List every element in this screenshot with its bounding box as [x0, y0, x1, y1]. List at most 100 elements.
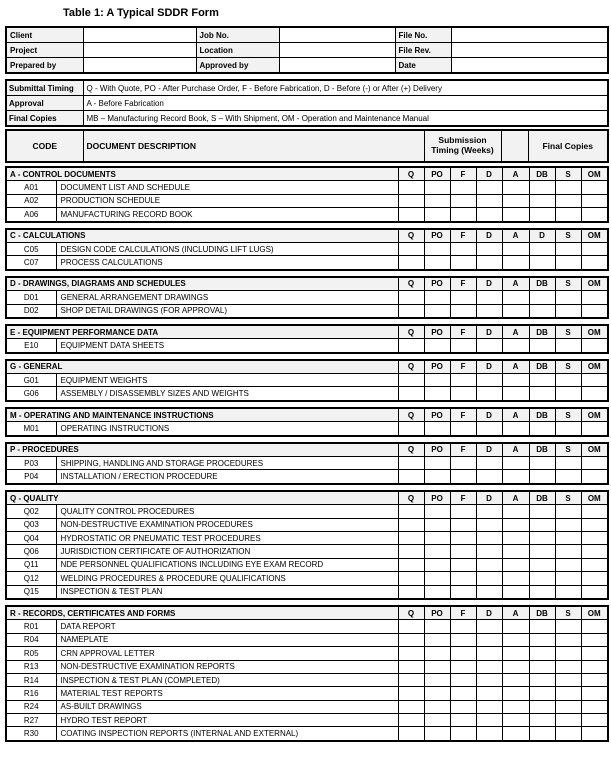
entry-cell-D01-2-F [449, 290, 477, 305]
entry-cell-P04-2-F [449, 469, 477, 485]
entry-cell-R13-6-S [554, 659, 582, 674]
doc-code: D02 [5, 303, 57, 319]
entry-cell-Q02-2-F [449, 504, 477, 519]
blank-group-header [500, 129, 529, 163]
doc-row-R13: R13 NON-DESTRUCTIVE EXAMINATION REPORTS [5, 659, 609, 674]
timing-col-header-R-4-A: A [501, 605, 530, 621]
entry-cell-R04-7-OM [580, 632, 609, 648]
entry-cell-A01-2-F [449, 180, 477, 195]
doc-row-Q03: Q03 NON-DESTRUCTIVE EXAMINATION PROCEDURE… [5, 517, 609, 532]
doc-description: WELDING PROCEDURES & PROCEDURE QUALIFICA… [55, 571, 399, 586]
timing-col-header-R-7-OM: OM [580, 605, 609, 621]
entry-cell-R01-3-D [475, 619, 503, 634]
entry-cell-R13-4-A [501, 659, 530, 674]
entry-cell-R24-3-D [475, 699, 503, 715]
entry-cell-G06-3-D [475, 386, 503, 402]
doc-code: P04 [5, 469, 57, 485]
entry-cell-G06-1-PO [423, 386, 451, 402]
entry-cell-D02-3-D [475, 303, 503, 319]
entry-cell-D02-1-PO [423, 303, 451, 319]
entry-cell-G06-6-S [554, 386, 582, 402]
timing-col-header-M-6-S: S [554, 407, 582, 423]
timing-col-header-A-0-Q: Q [397, 166, 425, 182]
entry-cell-G06-0-Q [397, 386, 425, 402]
timing-col-header-M-1-PO: PO [423, 407, 451, 423]
timing-col-header-E-0-Q: Q [397, 324, 425, 340]
section-table-Q: Q - QUALITY Q PO F D A DB S OM Q02 QUALITY CONTROL… [5, 489, 610, 600]
file-rev-value [450, 42, 609, 58]
entry-cell-M01-5-DB [528, 421, 556, 437]
entry-cell-P03-7-OM [580, 456, 609, 471]
timing-col-header-E-6-S: S [554, 324, 582, 340]
entry-cell-C05-6-S [554, 241, 582, 257]
timing-col-header-Q-5-DB: DB [528, 490, 556, 506]
entry-cell-D01-4-A [501, 290, 530, 305]
entry-cell-A02-5-DB [528, 193, 556, 209]
entry-cell-G06-2-F [449, 386, 477, 402]
doc-description: HYDRO TEST REPORT [55, 713, 399, 728]
entry-cell-M01-2-F [449, 421, 477, 437]
entry-cell-R05-3-D [475, 646, 503, 661]
entry-cell-Q15-5-DB [528, 584, 556, 600]
main-header-row: CODE DOCUMENT DESCRIPTION Submission Tim… [5, 129, 609, 163]
entry-cell-D02-4-A [501, 303, 530, 319]
timing-col-header-D-4-A: A [501, 276, 530, 292]
entry-cell-R16-1-PO [423, 686, 451, 701]
entry-cell-P04-0-Q [397, 469, 425, 485]
entry-cell-C07-6-S [554, 255, 582, 271]
timing-col-header-G-1-PO: PO [423, 359, 451, 375]
doc-description: COATING INSPECTION REPORTS (INTERNAL AND… [55, 726, 399, 742]
entry-cell-R27-3-D [475, 713, 503, 728]
approved-by-value [278, 57, 396, 74]
entry-cell-Q02-7-OM [580, 504, 609, 519]
doc-description: HYDROSTATIC OR PNEUMATIC TEST PROCEDURES [55, 530, 399, 546]
section-header-row-D: D - DRAWINGS, DIAGRAMS AND SCHEDULES Q PO F… [5, 276, 609, 292]
timing-col-header-P-0-Q: Q [397, 442, 425, 458]
entry-cell-A02-6-S [554, 193, 582, 209]
entry-cell-Q03-3-D [475, 517, 503, 532]
entry-cell-R16-6-S [554, 686, 582, 701]
entry-cell-R30-6-S [554, 726, 582, 742]
section-header-row-C: C - CALCULATIONS Q PO F D A D S OM [5, 228, 609, 243]
doc-row-Q12: Q12 WELDING PROCEDURES & PROCEDURE QUALIF… [5, 571, 609, 586]
entry-cell-D01-7-OM [580, 290, 609, 305]
entry-cell-Q03-4-A [501, 517, 530, 532]
entry-cell-Q06-3-D [475, 544, 503, 559]
entry-cell-Q12-0-Q [397, 571, 425, 586]
entry-cell-E10-5-DB [528, 338, 556, 354]
entry-cell-R24-2-F [449, 699, 477, 715]
info-row-2: Project Location File Rev. [5, 42, 609, 58]
doc-row-R30: R30 COATING INSPECTION REPORTS (INTERNAL … [5, 726, 609, 742]
doc-code: R14 [5, 672, 57, 688]
doc-description: EQUIPMENT WEIGHTS [55, 373, 399, 388]
entry-cell-P04-4-A [501, 469, 530, 485]
section-table-A: A - CONTROL DOCUMENTS Q PO F D A DB S OM A01 DOCUM… [5, 166, 609, 223]
final-copies-group-header: Final Copies [527, 129, 609, 163]
entry-cell-M01-6-S [554, 421, 582, 437]
doc-code: D01 [5, 290, 57, 305]
entry-cell-A06-3-D [475, 207, 503, 223]
entry-cell-D01-6-S [554, 290, 582, 305]
entry-cell-R01-2-F [449, 619, 477, 634]
submittal-timing-label: Submittal Timing [5, 79, 84, 96]
entry-cell-A01-6-S [554, 180, 582, 195]
doc-code: R30 [5, 726, 57, 742]
project-value [82, 42, 197, 58]
doc-row-Q11: Q11 NDE PERSONNEL QUALIFICATIONS INCLUDIN… [5, 557, 609, 573]
entry-cell-R27-1-PO [423, 713, 451, 728]
doc-description: EQUIPMENT DATA SHEETS [55, 338, 399, 354]
entry-cell-R04-2-F [449, 632, 477, 648]
entry-cell-C05-7-OM [580, 241, 609, 257]
entry-cell-Q03-1-PO [423, 517, 451, 532]
doc-description: DATA REPORT [55, 619, 399, 634]
code-column-header: CODE [5, 129, 84, 163]
entry-cell-R30-2-F [449, 726, 477, 742]
doc-code: P03 [5, 456, 57, 471]
entry-cell-R30-7-OM [580, 726, 609, 742]
timing-col-header-E-4-A: A [501, 324, 530, 340]
entry-cell-R30-0-Q [397, 726, 425, 742]
section-header-row-E: E - EQUIPMENT PERFORMANCE DATA Q PO F D A DB S O… [5, 324, 609, 340]
entry-cell-R24-7-OM [580, 699, 609, 715]
location-label: Location [195, 42, 280, 58]
final-copies-key: MB – Manufacturing Record Book, S – With… [82, 110, 609, 127]
